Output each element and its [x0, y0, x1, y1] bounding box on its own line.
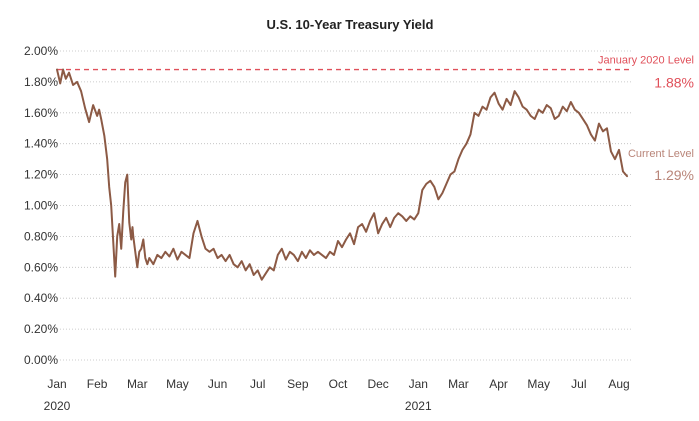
current-level-group: Current Level 1.29% [628, 148, 694, 183]
reference-line-label: January 2020 Level [598, 55, 694, 67]
y-tick-label: 0.20% [24, 322, 58, 336]
y-tick-label: 1.20% [24, 168, 58, 182]
series-group [56, 68, 629, 281]
x-tick-label: Jun [208, 377, 227, 391]
y-tick-label: 2.00% [24, 44, 58, 58]
x-tick-label: Apr [489, 377, 508, 391]
x-tick-label: Dec [367, 377, 388, 391]
reference-line-value: 1.88% [654, 75, 694, 91]
gridlines [57, 50, 632, 361]
x-tick-label: Mar [127, 377, 148, 391]
y-tick-label: 1.40% [24, 137, 58, 151]
current-level-value: 1.29% [654, 167, 694, 183]
x-tick-label: Feb [87, 377, 108, 391]
y-tick-label: 0.60% [24, 260, 58, 274]
x-tick-label: Mar [448, 377, 469, 391]
y-tick-label: 0.40% [24, 291, 58, 305]
x-tick-label: May [166, 377, 189, 391]
x-tick-label: Jul [250, 377, 265, 391]
x-tick-label: Oct [329, 377, 348, 391]
y-tick-label: 0.80% [24, 229, 58, 243]
x-axis-ticks: Jan Feb Mar May Jun Jul Sep Oct Dec Jan Mar Apr May J… [44, 377, 630, 413]
y-axis-ticks: 0.00% 0.20% 0.40% 0.60% 0.80% 1.00% 1.20% 1.40%… [24, 44, 58, 367]
y-tick-label: 1.00% [24, 199, 58, 213]
x-year-label: 2020 [44, 399, 71, 413]
current-level-label: Current Level [628, 148, 694, 160]
x-tick-label: Jan [409, 377, 428, 391]
y-tick-label: 0.00% [24, 353, 58, 367]
y-tick-label: 1.60% [24, 106, 58, 120]
treasury-yield-line [56, 68, 629, 281]
x-tick-label: Jan [47, 377, 66, 391]
x-tick-label: May [527, 377, 550, 391]
x-tick-label: Aug [608, 377, 629, 391]
x-year-label: 2021 [405, 399, 432, 413]
x-tick-label: Sep [287, 377, 309, 391]
reference-line-group: January 2020 Level 1.88% [57, 55, 694, 91]
chart-title: U.S. 10-Year Treasury Yield [267, 17, 434, 32]
x-tick-label: Jul [571, 377, 586, 391]
y-tick-label: 1.80% [24, 75, 58, 89]
